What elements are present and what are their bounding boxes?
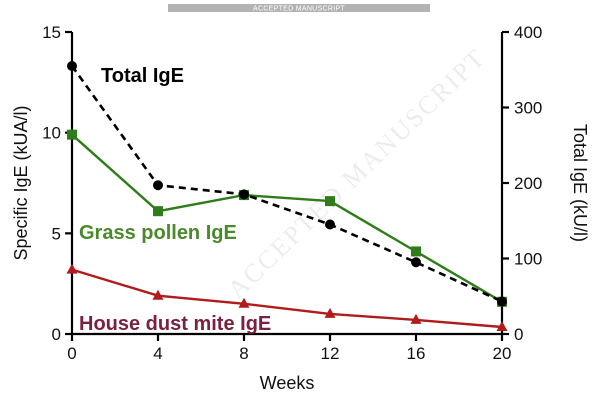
right-y-tick-label: 100 [514,250,542,269]
axes: 0 4 8 12 16 20 Weeks 0 5 10 15 Specific IgE (kUA/l)… [11,23,590,393]
labels-layer: Total IgE Grass pollen IgE House dust mite… [79,65,271,335]
house-dust-mite-ige-point [410,313,422,324]
left-y-tick-label: 5 [52,224,61,243]
right-y-tick-label: 300 [514,99,542,118]
accepted-manuscript-banner [168,4,430,12]
right-y-axis-title: Total IgE (kU/l) [570,124,590,242]
grass-pollen-ige-point [325,196,335,207]
right-y-tick-label: 400 [514,23,542,42]
grass-pollen-ige-point [153,206,163,217]
grass-pollen-ige-line [71,133,503,303]
total-ige-label: Total IgE [101,65,184,87]
house-dust-mite-ige-line [71,268,503,329]
house-dust-mite-ige-point [66,263,78,274]
left-y-tick-label: 15 [42,23,61,42]
total-ige-point [497,296,507,307]
x-tick-label: 12 [321,344,340,363]
house-dust-mite-ige-point [324,307,336,318]
banner-text: ACCEPTED MANUSCRIPT [253,6,345,13]
right-y-tick-label: 0 [514,325,523,344]
right-y-tick-label: 200 [514,174,542,193]
house-dust-mite-ige-label: House dust mite IgE [79,313,271,335]
grass-pollen-ige-label: Grass pollen IgE [79,222,237,244]
total-ige-point [239,189,249,200]
x-tick-label: 0 [67,344,76,363]
left-y-tick-label: 0 [52,325,61,344]
watermark-text: ACCEPTED MANUSCRIPT [222,43,491,305]
left-y-tick-label: 10 [42,124,61,143]
total-ige-point [325,219,335,230]
series-layer [66,60,508,331]
x-tick-label: 16 [407,344,426,363]
house-dust-mite-ige-point [496,320,508,331]
total-ige-point [411,257,421,268]
total-ige-line [70,65,503,303]
grass-pollen-ige-point [411,246,421,257]
x-tick-label: 8 [239,344,248,363]
grass-pollen-ige-point [67,129,77,140]
x-axis-title: Weeks [260,373,315,393]
x-tick-label: 4 [153,344,162,363]
house-dust-mite-ige-point [238,297,250,308]
total-ige-point [153,180,163,191]
house-dust-mite-ige-point [152,289,164,300]
x-tick-label: 20 [493,344,512,363]
left-y-axis-title: Specific IgE (kUA/l) [11,105,31,260]
total-ige-point [67,60,77,71]
